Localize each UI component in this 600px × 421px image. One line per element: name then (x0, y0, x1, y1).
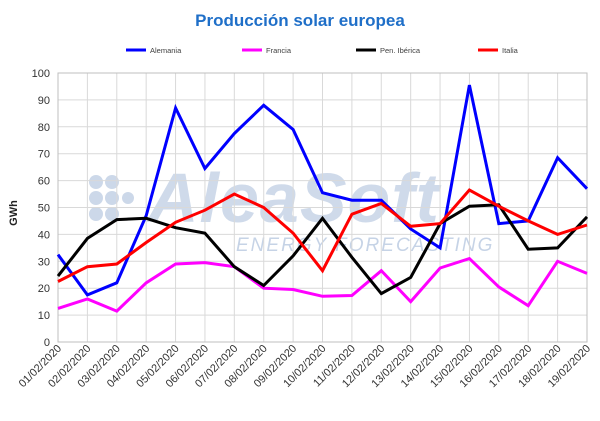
watermark-logo-dot (105, 207, 119, 221)
chart-title: Producción solar europea (195, 11, 405, 30)
series-lines (56, 84, 589, 313)
y-axis-label: GWh (8, 200, 20, 226)
legend-label: Francia (266, 46, 292, 55)
y-tick-label: 0 (44, 337, 50, 349)
series-line-alemania (56, 84, 589, 297)
watermark-logo-dot (89, 207, 103, 221)
y-tick-label: 70 (38, 149, 50, 161)
grid (57, 72, 588, 343)
watermark-logo-dot (105, 191, 119, 205)
y-tick-label: 40 (38, 229, 50, 241)
y-tick-label: 10 (38, 310, 50, 322)
legend: Alemania Francia Pen. Ibérica Italia (126, 46, 519, 55)
y-tick-label: 100 (32, 68, 50, 80)
y-tick-label: 90 (38, 95, 50, 107)
y-tick-label: 60 (38, 176, 50, 188)
watermark-brand: AleaSoft (146, 159, 442, 237)
y-tick-label: 50 (38, 203, 50, 215)
series-line-francia (57, 256, 588, 313)
watermark-logo-dot (89, 191, 103, 205)
watermark-logo-dot (89, 175, 103, 189)
y-tick-label: 30 (38, 256, 50, 268)
watermark-tagline: ENERGY FORECASTING (236, 235, 494, 256)
y-tick-label: 20 (38, 283, 50, 295)
legend-label: Alemania (150, 46, 182, 55)
series-line-italia (57, 188, 588, 283)
y-tick-label: 80 (38, 122, 50, 134)
plot-area-border (57, 72, 588, 343)
legend-label: Italia (502, 46, 519, 55)
legend-label: Pen. Ibérica (380, 46, 421, 55)
watermark-logo-dot (122, 192, 134, 204)
watermark-logo-dot (105, 175, 119, 189)
